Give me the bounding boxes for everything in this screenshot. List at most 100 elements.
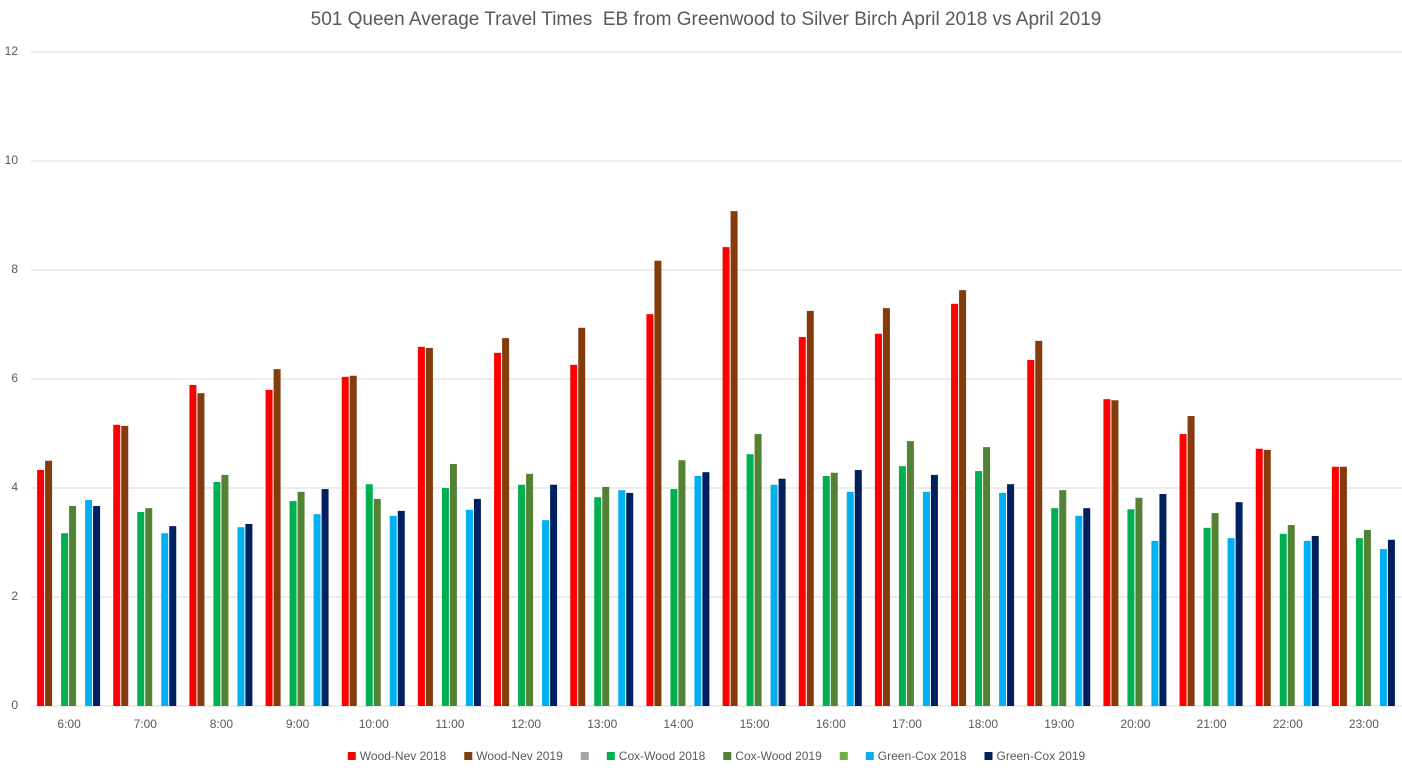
bar: [1363, 529, 1371, 706]
bar: [1211, 513, 1219, 706]
legend-swatch: [464, 752, 473, 760]
bar: [702, 472, 710, 706]
x-tick-label: 15:00: [740, 717, 770, 731]
bar: [417, 346, 425, 706]
bar: [518, 484, 526, 706]
bar: [213, 482, 221, 706]
y-tick-label: 0: [11, 698, 18, 712]
legend-label: Wood-Nev 2018: [360, 749, 447, 763]
bar: [846, 491, 854, 706]
bar: [550, 484, 558, 706]
bar: [121, 425, 129, 706]
legend-swatch: [606, 752, 615, 760]
x-tick-label: 13:00: [587, 717, 617, 731]
legend-swatch: [865, 752, 874, 760]
x-tick-label: 23:00: [1349, 717, 1379, 731]
legend-label: Cox-Wood 2019: [735, 749, 822, 763]
bar: [618, 490, 626, 706]
bar: [1111, 400, 1119, 706]
bar: [69, 505, 77, 706]
bar: [449, 464, 457, 706]
bar: [1179, 434, 1187, 706]
y-tick-label: 6: [11, 371, 18, 385]
bar: [1103, 399, 1111, 706]
x-tick-label: 9:00: [286, 717, 310, 731]
bar: [806, 310, 814, 706]
bar: [169, 526, 177, 706]
bar: [349, 375, 357, 706]
bar: [770, 484, 778, 706]
bar: [951, 303, 959, 706]
bar: [221, 474, 229, 706]
bar: [930, 474, 938, 706]
bar: [670, 489, 678, 706]
bar: [1263, 449, 1271, 706]
legend-swatch: [723, 752, 732, 760]
bar: [321, 489, 329, 706]
bar: [1255, 448, 1263, 706]
x-tick-label: 17:00: [892, 717, 922, 731]
x-tick-label: 7:00: [134, 717, 158, 731]
bar: [389, 515, 397, 706]
bar: [722, 247, 730, 707]
y-tick-label: 10: [5, 153, 19, 167]
bar: [1379, 549, 1387, 706]
x-tick-label: 10:00: [359, 717, 389, 731]
bar: [999, 492, 1007, 706]
bar: [85, 499, 93, 706]
bar: [265, 389, 273, 706]
bar: [1083, 508, 1091, 706]
bar: [289, 501, 297, 706]
bar: [37, 470, 45, 706]
bar: [1059, 490, 1067, 706]
bar: [1027, 359, 1035, 706]
legend-swatch: [347, 752, 356, 760]
bar: [730, 211, 738, 706]
bar: [654, 260, 662, 706]
bar: [678, 460, 686, 706]
bar: [494, 352, 502, 706]
x-tick-label: 6:00: [57, 717, 81, 731]
bar: [746, 454, 754, 706]
bar: [1051, 508, 1059, 706]
bar: [425, 347, 433, 706]
legend-label: Wood-Nev 2019: [476, 749, 563, 763]
bar: [1387, 539, 1395, 706]
bar: [297, 491, 305, 706]
bar: [959, 290, 967, 706]
bar: [365, 484, 373, 706]
bar: [526, 473, 534, 706]
x-tick-label: 11:00: [435, 717, 464, 731]
bar: [822, 476, 830, 706]
bar: [245, 523, 253, 706]
y-tick-label: 8: [11, 262, 18, 276]
bar: [237, 527, 245, 706]
bar: [1235, 502, 1243, 706]
bar: [882, 308, 890, 706]
bar: [754, 434, 762, 706]
bar: [1355, 538, 1363, 706]
bar: [646, 314, 654, 706]
bar: [1331, 466, 1339, 706]
legend-label: Green-Cox 2018: [878, 749, 967, 763]
bar: [542, 520, 550, 706]
bar: [1075, 515, 1083, 706]
bar: [341, 376, 349, 706]
legend-swatch: [984, 752, 993, 760]
bar: [93, 505, 101, 706]
bar: [61, 533, 69, 706]
chart-title: 501 Queen Average Travel Times EB from G…: [311, 9, 1102, 30]
bar: [502, 338, 510, 706]
bar: [898, 466, 906, 706]
bar: [1227, 538, 1235, 706]
bar: [906, 441, 914, 706]
bar: [465, 509, 473, 706]
bar: [594, 497, 602, 706]
y-tick-label: 4: [11, 480, 18, 494]
bar: [830, 472, 838, 706]
x-tick-label: 14:00: [663, 717, 693, 731]
bar: [602, 486, 610, 706]
bar: [145, 508, 153, 706]
legend-label: Cox-Wood 2018: [619, 749, 706, 763]
legend-label: Green-Cox 2019: [997, 749, 1086, 763]
